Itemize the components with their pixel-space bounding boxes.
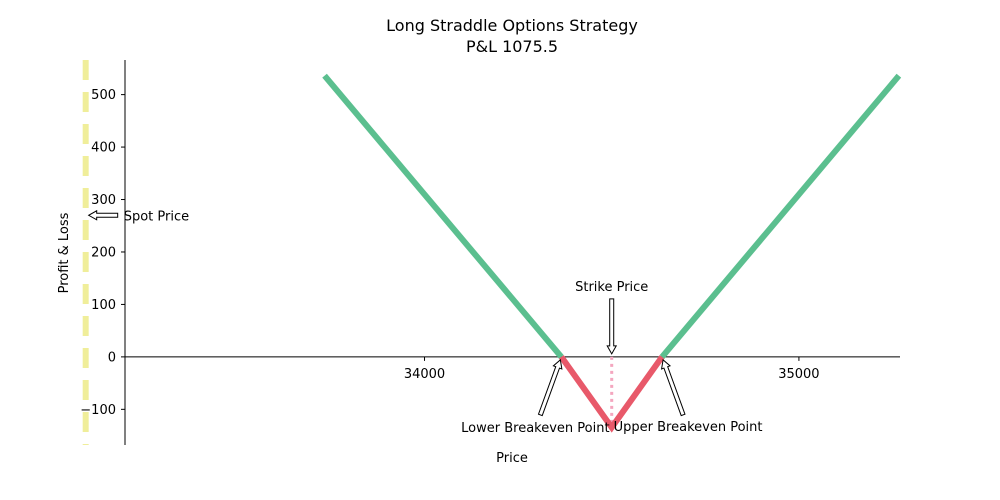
y-tick-label: 500 [91,88,116,103]
strike-price-arrow [606,298,618,355]
strike-price-label: Strike Price [575,280,648,295]
upper-breakeven-arrow [660,358,686,417]
y-tick-label: 400 [91,141,116,156]
lower-breakeven-label: Lower Breakeven Point [461,421,609,436]
chart-title: Long Straddle Options Strategy [386,16,638,35]
x-tick-label: 34000 [404,367,445,382]
spot-price-arrow [87,209,119,221]
x-axis-label: Price [496,451,528,466]
x-tick-label: 35000 [778,367,819,382]
y-tick-label: 0 [108,350,116,365]
upper-breakeven-label: Upper Breakeven Point [614,420,763,435]
spot-price-label: Spot Price [124,209,189,224]
y-tick-label: 100 [91,298,116,313]
y-axis-label: Profit & Loss [57,212,72,293]
y-tick-label: 200 [91,245,116,260]
plot-area: −100 0 100 200 300 400 500 34000 35000 Spot Price… [80,60,902,445]
y-tick-label: −100 [80,403,116,418]
y-tick-label: 300 [91,193,116,208]
chart-subtitle: P&L 1075.5 [466,37,558,56]
pnl-line-loss [558,355,665,433]
lower-breakeven-arrow [537,358,563,417]
pnl-line-profit-right [659,73,902,359]
pnl-line-profit-left [322,73,564,359]
